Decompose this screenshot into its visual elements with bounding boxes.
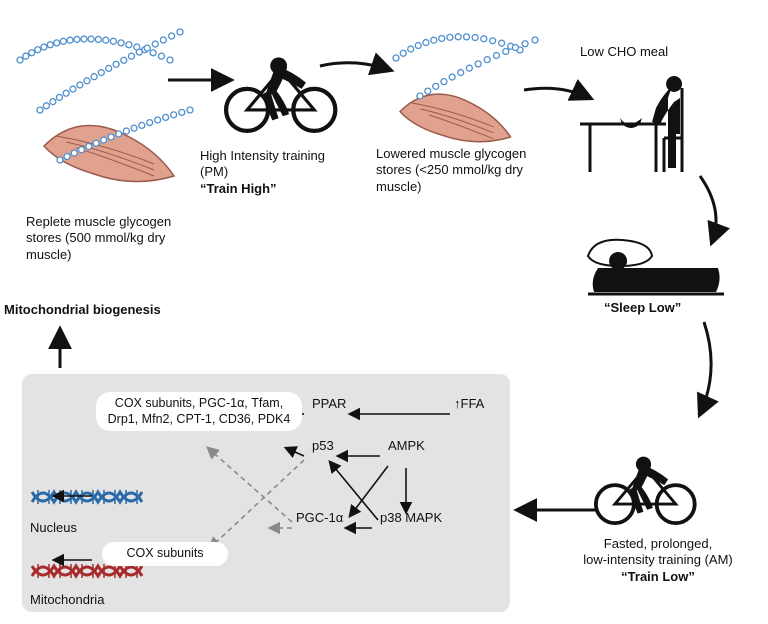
label-replete: Replete muscle glycogen stores (500 mmol… bbox=[26, 214, 186, 263]
svg-text:AMPK: AMPK bbox=[388, 438, 425, 453]
svg-text:p53: p53 bbox=[312, 438, 334, 453]
label-lowered: Lowered muscle glycogen stores (<250 mmo… bbox=[376, 146, 531, 195]
diagram-stage: PPAR p53 PGC-1α AMPK p38 MAPK ↑FFA COX subuni… bbox=[0, 0, 768, 624]
label-low-cho-meal: Low CHO meal bbox=[580, 44, 700, 60]
mito-genes-pill: COX subunits bbox=[102, 542, 228, 566]
label-sleep-low: “Sleep Low” bbox=[604, 300, 724, 316]
svg-text:p38 MAPK: p38 MAPK bbox=[380, 510, 442, 525]
label-mitochondrial-biogenesis: Mitochondrial biogenesis bbox=[4, 302, 224, 318]
nucleus-genes-pill: COX subunits, PGC-1α, Tfam, Drp1, Mfn2, … bbox=[96, 392, 302, 431]
svg-text:PGC-1α: PGC-1α bbox=[296, 510, 344, 525]
svg-text:PPAR: PPAR bbox=[312, 396, 346, 411]
label-train-high: High Intensity training (PM)“Train High” bbox=[200, 148, 350, 197]
label-train-low: Fasted, prolonged,low-intensity training… bbox=[568, 536, 748, 585]
svg-text:↑FFA: ↑FFA bbox=[454, 396, 485, 411]
label-nucleus: Nucleus bbox=[30, 520, 110, 536]
label-mitochondria: Mitochondria bbox=[30, 592, 130, 608]
